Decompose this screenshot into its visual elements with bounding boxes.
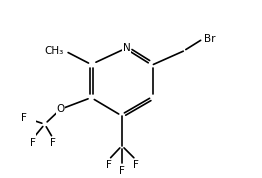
Text: CH₃: CH₃ bbox=[45, 46, 64, 56]
Text: F: F bbox=[21, 113, 27, 123]
Text: F: F bbox=[106, 160, 112, 170]
Text: F: F bbox=[133, 160, 139, 170]
Text: N: N bbox=[123, 43, 131, 53]
Text: F: F bbox=[50, 138, 56, 148]
Text: F: F bbox=[30, 138, 36, 148]
Text: Br: Br bbox=[204, 34, 216, 44]
Text: O: O bbox=[56, 104, 65, 114]
Text: F: F bbox=[119, 166, 125, 176]
